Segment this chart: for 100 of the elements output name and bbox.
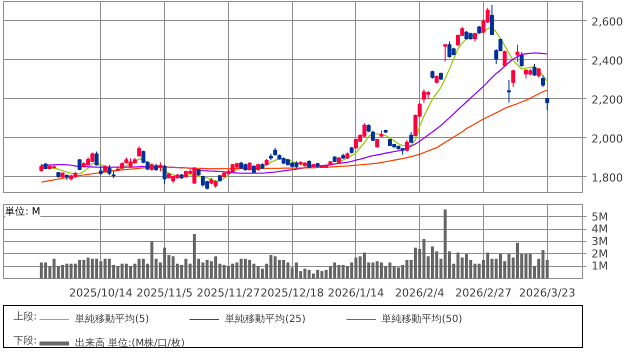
- candlestick: [162, 164, 167, 184]
- bar: [192, 234, 196, 278]
- candlestick: [515, 44, 520, 62]
- bar: [388, 262, 392, 278]
- bar: [120, 264, 124, 278]
- bar: [184, 258, 188, 278]
- bar: [214, 256, 218, 278]
- line-series: [40, 90, 548, 183]
- bar: [201, 262, 204, 278]
- candlestick: [540, 75, 545, 88]
- bar: [142, 258, 145, 278]
- bar: [312, 274, 315, 278]
- y-tick-label: 4M: [592, 222, 608, 236]
- candlestick: [107, 164, 112, 176]
- x-tick-label: 2025/11/27: [196, 286, 260, 300]
- bar: [82, 260, 86, 278]
- y-tick-label: 1,800: [592, 171, 623, 184]
- bar: [252, 264, 256, 278]
- bar: [473, 264, 476, 278]
- bar: [328, 266, 332, 278]
- bar: [116, 266, 120, 278]
- y-tick-label: 2,200: [592, 93, 623, 106]
- candlestick: [404, 139, 409, 152]
- bar: [486, 252, 490, 278]
- bar: [86, 258, 90, 278]
- bar: [163, 248, 166, 278]
- candlestick: [192, 166, 196, 184]
- bar: [308, 270, 311, 278]
- bar: [392, 266, 396, 278]
- y-tick-label: 2,600: [592, 15, 623, 28]
- bar: [108, 258, 111, 278]
- bar: [206, 260, 209, 278]
- bar: [138, 258, 141, 278]
- candlestick: [520, 52, 524, 68]
- bar: [274, 256, 277, 278]
- x-tick-label: 2026/1/14: [328, 286, 384, 300]
- bar: [337, 264, 340, 278]
- legend-label: 単純移動平均(50): [382, 313, 462, 327]
- bar: [240, 258, 243, 278]
- legend-title: 下段:: [14, 334, 37, 346]
- bar: [324, 270, 328, 278]
- bar: [150, 242, 154, 278]
- bar: [104, 258, 107, 278]
- legend-title: 上段:: [14, 310, 37, 322]
- candlestick: [362, 122, 366, 138]
- bar: [507, 254, 510, 278]
- candlestick: [137, 146, 142, 157]
- candlestick: [447, 40, 452, 58]
- bar: [380, 262, 383, 278]
- bar: [172, 256, 175, 278]
- candlestick: [545, 97, 550, 111]
- bar: [44, 262, 48, 278]
- legend-label: 単純移動平均(5): [75, 313, 150, 327]
- bar: [231, 264, 234, 278]
- x-tick-label: 2026/3/23: [519, 286, 576, 300]
- bar: [222, 264, 226, 278]
- candlestick: [200, 175, 205, 188]
- bar: [456, 252, 460, 278]
- bar: [95, 258, 98, 278]
- bar: [286, 262, 290, 278]
- y-tick-label: 1M: [592, 260, 608, 273]
- bar: [405, 260, 408, 278]
- candlestick: [536, 68, 541, 78]
- bar: [422, 239, 426, 278]
- candlestick: [422, 88, 426, 104]
- bar: [354, 258, 358, 278]
- candlestick: [409, 132, 414, 144]
- bar: [90, 258, 94, 278]
- bar: [248, 260, 252, 278]
- y-tick-label: 2,000: [592, 132, 623, 146]
- bar: [282, 260, 286, 278]
- bar: [278, 260, 281, 278]
- x-tick-label: 2025/12/18: [260, 286, 324, 300]
- bar: [376, 261, 379, 278]
- bar: [129, 266, 132, 278]
- bar: [74, 264, 77, 278]
- candlestick: [443, 44, 448, 62]
- candlestick: [94, 151, 99, 166]
- bar: [541, 250, 544, 278]
- candlestick: [506, 79, 511, 104]
- bar: [65, 264, 68, 278]
- bar: [414, 248, 417, 278]
- bar: [346, 266, 349, 278]
- bar: [524, 254, 528, 278]
- candlestick: [511, 69, 516, 88]
- legend-label: 単純移動平均(25): [225, 313, 306, 327]
- bar: [61, 264, 64, 278]
- candlestick: [490, 4, 494, 36]
- bar: [294, 262, 298, 278]
- bar: [320, 271, 324, 278]
- candlestick: [158, 162, 162, 172]
- bar: [124, 264, 128, 278]
- bar: [371, 262, 374, 278]
- bar: [269, 255, 272, 278]
- candlestick: [532, 63, 536, 76]
- bar: [430, 246, 434, 278]
- bar: [362, 252, 366, 278]
- bar: [244, 258, 247, 278]
- x-tick-label: 2025/10/14: [69, 286, 133, 300]
- bar: [78, 260, 82, 278]
